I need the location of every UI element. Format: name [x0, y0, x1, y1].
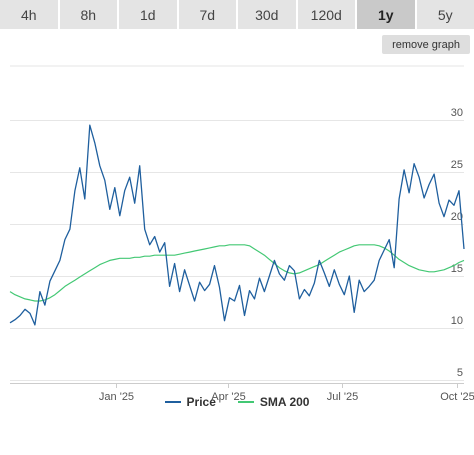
- tab-label: 8h: [80, 6, 97, 23]
- legend-item-price[interactable]: Price: [164, 395, 216, 409]
- tab-label: 30d: [255, 6, 279, 23]
- grid-lines: [10, 65, 464, 381]
- y-tick-label: 10: [451, 315, 463, 327]
- y-tick-label: 5: [457, 367, 463, 379]
- legend-swatch-sma: [237, 401, 254, 403]
- remove-graph-button[interactable]: remove graph: [382, 35, 470, 54]
- y-tick-label: 30: [451, 107, 463, 119]
- tab-label: 4h: [20, 6, 37, 23]
- legend-label-sma: SMA 200: [259, 395, 310, 409]
- series-lines: [9, 124, 465, 326]
- tab-4h[interactable]: 4h: [0, 0, 60, 29]
- tab-5y[interactable]: 5y: [416, 0, 474, 29]
- y-tick-label: 25: [451, 159, 463, 171]
- timeframe-tabs: 4h 8h 1d 7d 30d 120d 1y 5y: [0, 0, 474, 30]
- tab-1y[interactable]: 1y: [357, 0, 417, 29]
- x-tick-label: Apr '25: [211, 391, 246, 403]
- legend-item-sma[interactable]: SMA 200: [237, 395, 310, 409]
- tab-label: 1d: [139, 6, 156, 23]
- y-tick-label: 15: [451, 263, 463, 275]
- legend-label-price: Price: [186, 395, 216, 409]
- tab-label: 7d: [199, 6, 216, 23]
- sma-200-line: [9, 244, 465, 302]
- x-axis: Jan '25 Apr '25 Jul '25 Oct '25: [10, 383, 474, 403]
- y-tick-label: 20: [451, 211, 463, 223]
- tab-1d[interactable]: 1d: [119, 0, 179, 29]
- tab-30d[interactable]: 30d: [238, 0, 298, 29]
- tab-8h[interactable]: 8h: [59, 0, 119, 29]
- tab-label: 5y: [437, 6, 453, 23]
- tab-120d[interactable]: 120d: [297, 0, 357, 29]
- x-tick-label: Jan '25: [99, 391, 134, 403]
- tab-label: 120d: [310, 6, 342, 23]
- tab-7d[interactable]: 7d: [178, 0, 238, 29]
- legend-swatch-price: [164, 401, 181, 403]
- tab-label: 1y: [377, 6, 394, 23]
- x-tick-label: Oct '25: [440, 391, 474, 403]
- x-tick-label: Jul '25: [327, 391, 358, 403]
- price-line: [9, 124, 465, 326]
- y-axis-labels: 5 10 15 20 25 30: [451, 107, 463, 379]
- chart-legend: Price SMA 200: [0, 392, 474, 412]
